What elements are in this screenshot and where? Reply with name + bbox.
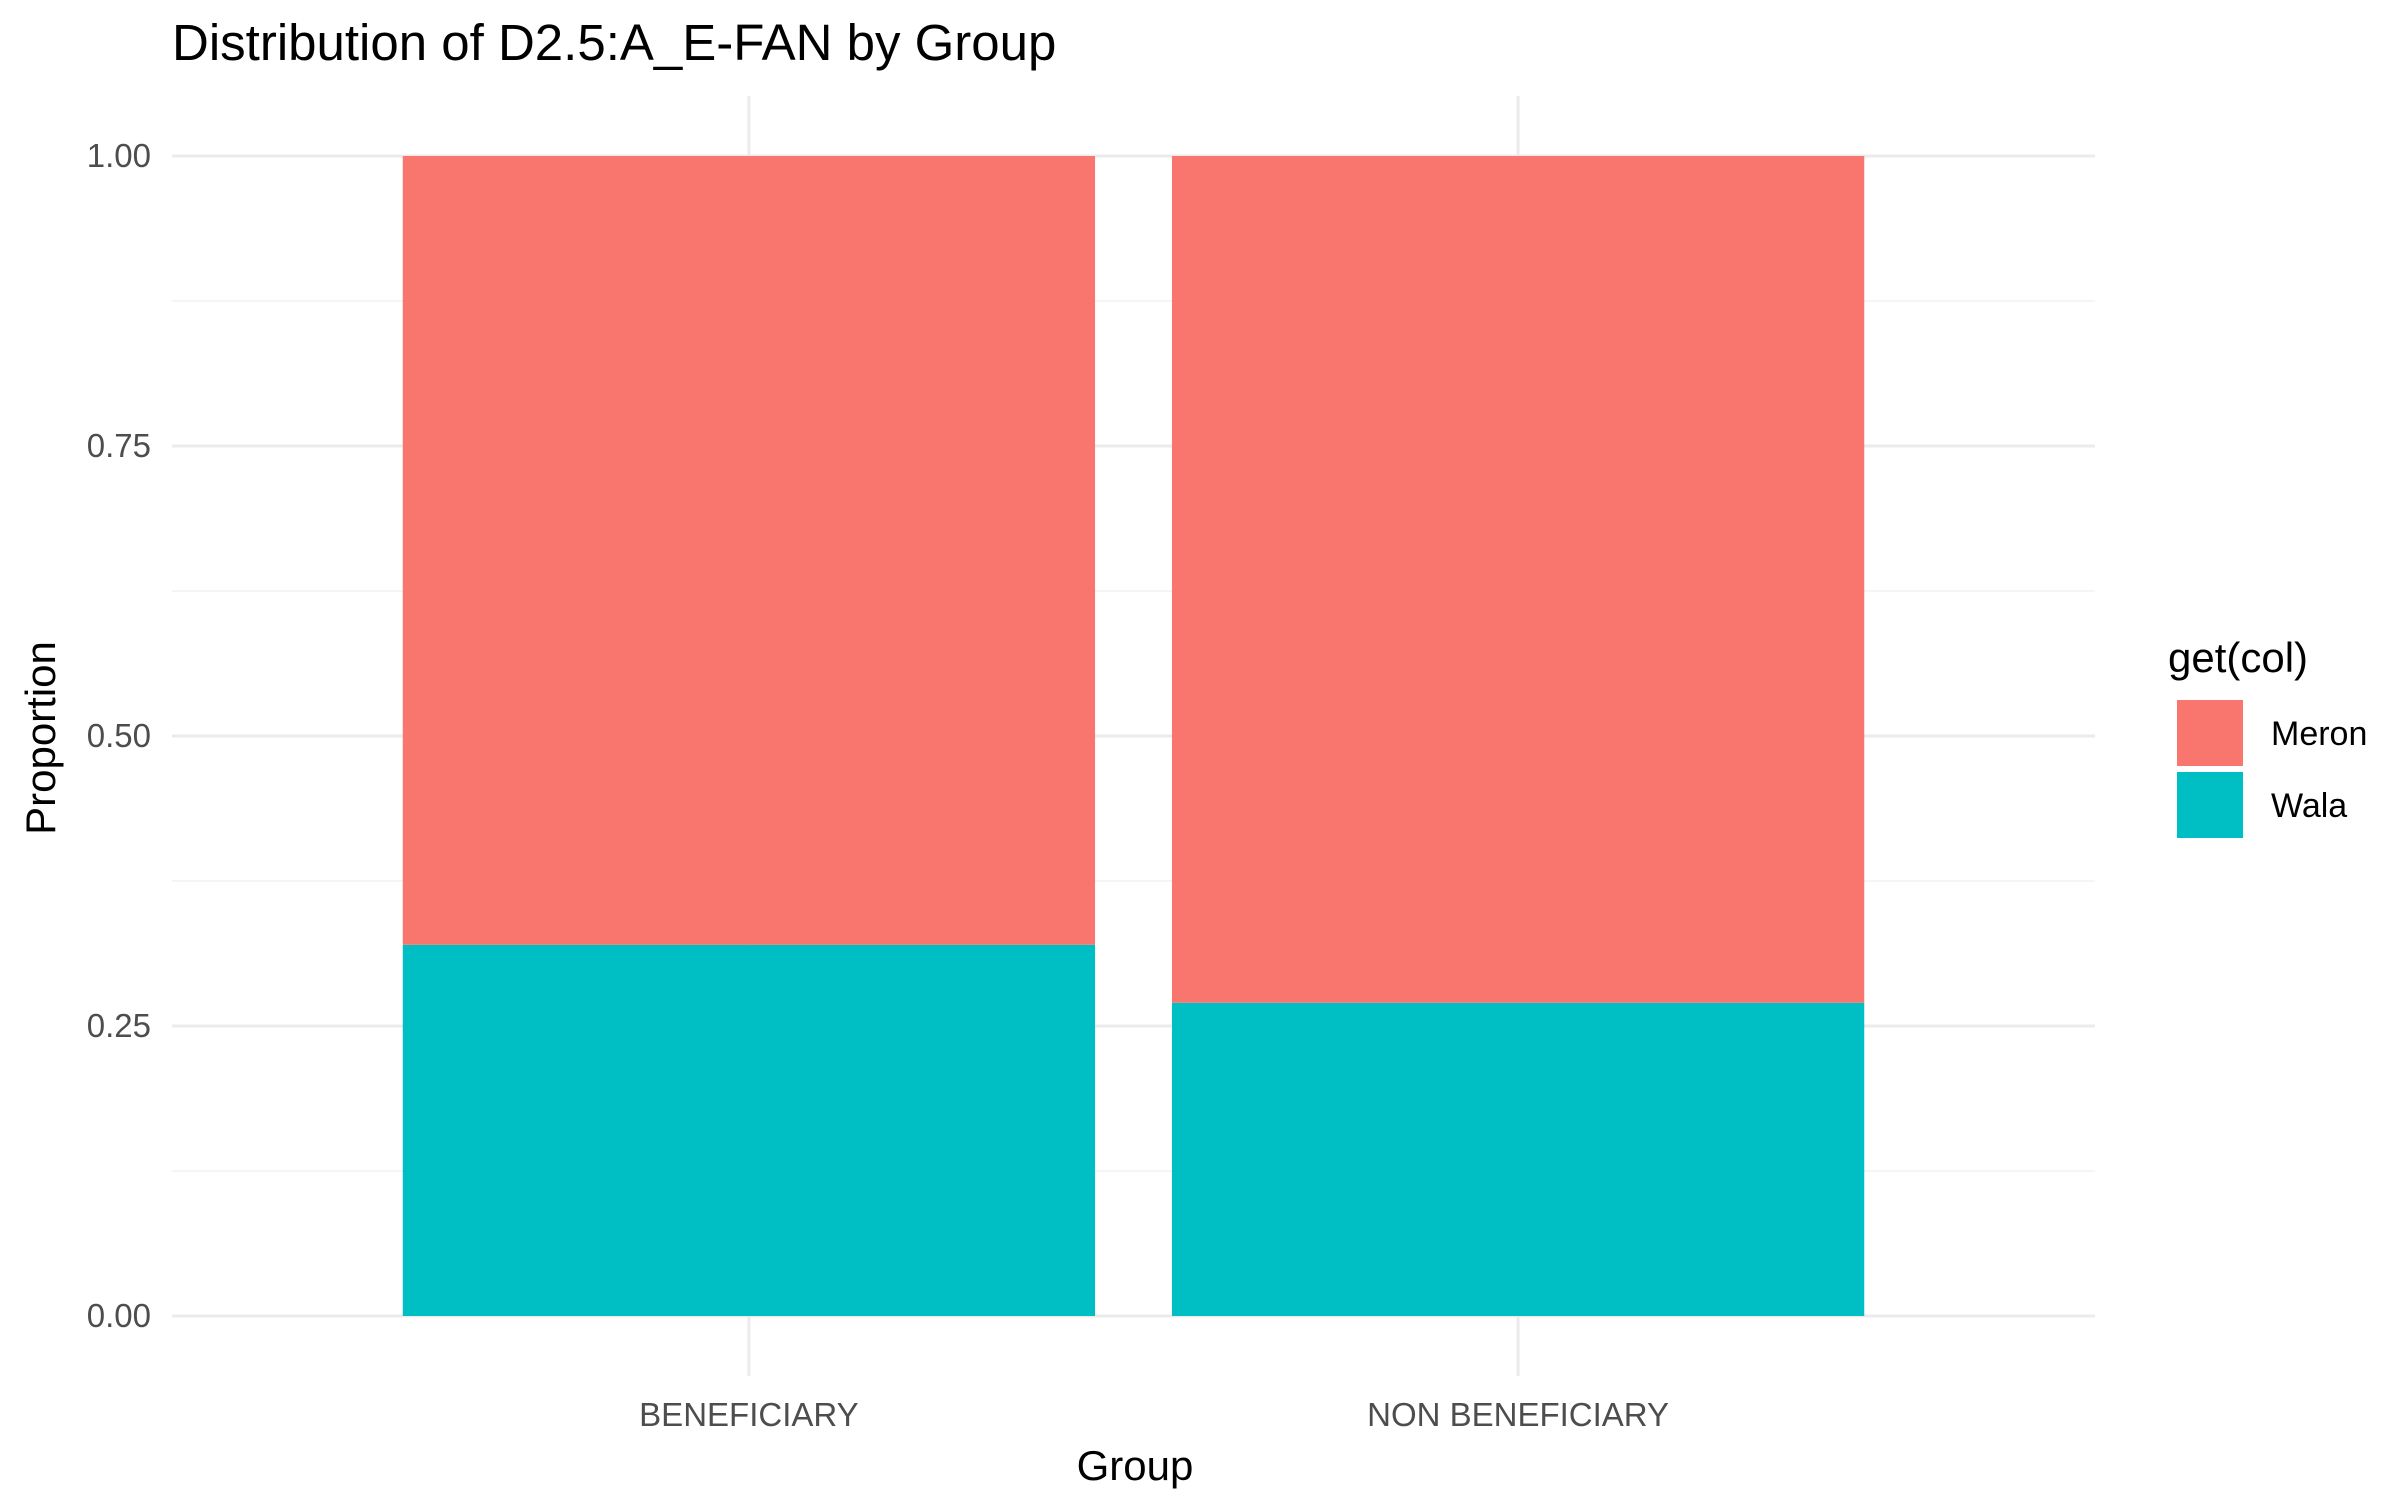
chart-title: Distribution of D2.5:A_E-FAN by Group <box>172 14 1056 71</box>
bar-meron-beneficiary <box>402 156 1096 945</box>
y-axis-title: Proportion <box>17 641 64 835</box>
legend: get(col) Meron Wala <box>2168 634 2367 838</box>
bar-meron-non-beneficiary <box>1171 156 1865 1003</box>
y-tick-label: 0.00 <box>87 1297 151 1334</box>
legend-key-meron <box>2177 700 2243 766</box>
y-tick-label: 0.25 <box>87 1007 151 1044</box>
legend-key-wala <box>2177 772 2243 838</box>
x-axis-title: Group <box>1077 1442 1194 1489</box>
legend-label-wala: Wala <box>2271 787 2347 825</box>
y-axis-ticks: 0.00 0.25 0.50 0.75 1.00 <box>87 137 151 1334</box>
y-tick-label: 1.00 <box>87 137 151 174</box>
bar-wala-beneficiary <box>402 944 1096 1316</box>
bar-wala-non-beneficiary <box>1171 1002 1865 1316</box>
legend-title: get(col) <box>2168 634 2308 681</box>
y-tick-label: 0.50 <box>87 717 151 754</box>
x-tick-label: BENEFICIARY <box>639 1396 858 1433</box>
x-tick-label: NON BENEFICIARY <box>1367 1396 1669 1433</box>
x-axis-ticks: BENEFICIARY NON BENEFICIARY <box>639 1396 1669 1433</box>
legend-label-meron: Meron <box>2271 715 2367 753</box>
y-tick-label: 0.75 <box>87 427 151 464</box>
bars-layer <box>402 156 1865 1316</box>
